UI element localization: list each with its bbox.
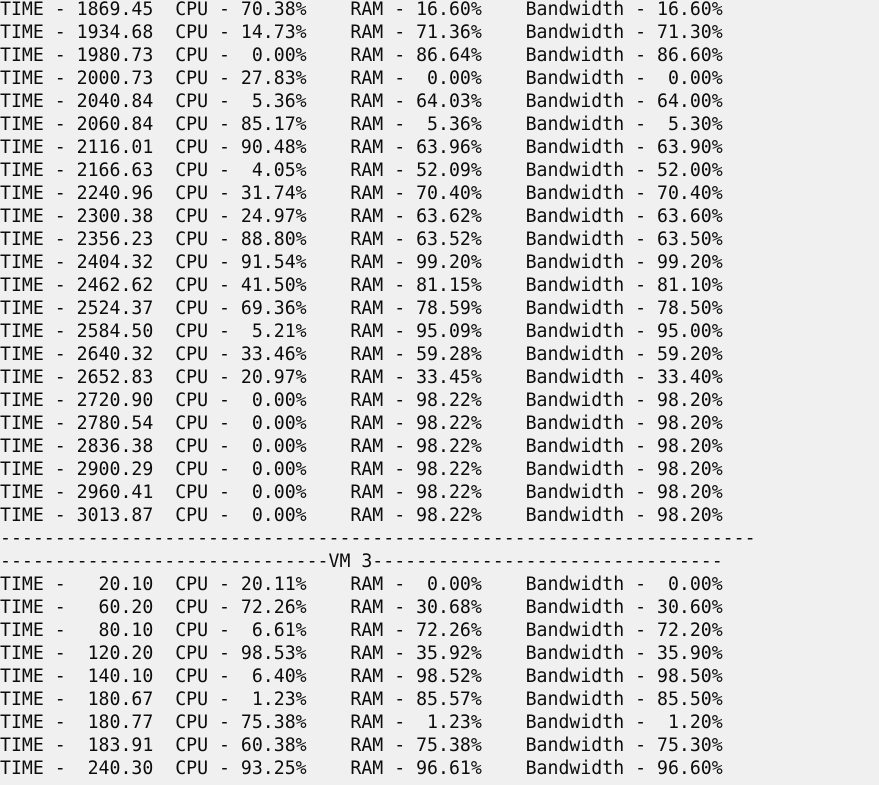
console-line: TIME - 2356.23 CPU - 88.80% RAM - 63.52%… [0, 229, 723, 250]
console-line: TIME - 20.10 CPU - 20.11% RAM - 0.00% Ba… [0, 574, 723, 595]
console-line: TIME - 1980.73 CPU - 0.00% RAM - 86.64% … [0, 45, 723, 66]
console-line: TIME - 183.91 CPU - 60.38% RAM - 75.38% … [0, 735, 723, 756]
console-line: TIME - 2300.38 CPU - 24.97% RAM - 63.62%… [0, 206, 723, 227]
console-line: TIME - 60.20 CPU - 72.26% RAM - 30.68% B… [0, 597, 723, 618]
console-line: TIME - 2240.96 CPU - 31.74% RAM - 70.40%… [0, 183, 723, 204]
console-line: TIME - 2040.84 CPU - 5.36% RAM - 64.03% … [0, 91, 723, 112]
console-line: TIME - 2000.73 CPU - 27.83% RAM - 0.00% … [0, 68, 723, 89]
console-line: TIME - 2780.54 CPU - 0.00% RAM - 98.22% … [0, 413, 723, 434]
console-line: TIME - 2524.37 CPU - 69.36% RAM - 78.59%… [0, 298, 723, 319]
console-line: ----------------------------------------… [0, 528, 756, 549]
console-line: TIME - 120.20 CPU - 98.53% RAM - 35.92% … [0, 643, 723, 664]
console-line: TIME - 2900.29 CPU - 0.00% RAM - 98.22% … [0, 459, 723, 480]
console-line: TIME - 180.77 CPU - 75.38% RAM - 1.23% B… [0, 712, 723, 733]
console-line: TIME - 140.10 CPU - 6.40% RAM - 98.52% B… [0, 666, 723, 687]
console-line: ------------------------------VM 3------… [0, 551, 723, 572]
console-line: TIME - 2652.83 CPU - 20.97% RAM - 33.45%… [0, 367, 723, 388]
console-line: TIME - 2836.38 CPU - 0.00% RAM - 98.22% … [0, 436, 723, 457]
console-text: TIME - 1869.45 CPU - 70.38% RAM - 16.60%… [0, 0, 756, 779]
console-line: TIME - 2166.63 CPU - 4.05% RAM - 52.09% … [0, 160, 723, 181]
console-line: TIME - 2060.84 CPU - 85.17% RAM - 5.36% … [0, 114, 723, 135]
console-line: TIME - 1934.68 CPU - 14.73% RAM - 71.36%… [0, 22, 723, 43]
console-line: TIME - 2116.01 CPU - 90.48% RAM - 63.96%… [0, 137, 723, 158]
console-line: TIME - 2462.62 CPU - 41.50% RAM - 81.15%… [0, 275, 723, 296]
console-line: TIME - 3013.87 CPU - 0.00% RAM - 98.22% … [0, 505, 723, 526]
console-line: TIME - 2584.50 CPU - 5.21% RAM - 95.09% … [0, 321, 723, 342]
console-line: TIME - 2404.32 CPU - 91.54% RAM - 99.20%… [0, 252, 723, 273]
console-line: TIME - 2640.32 CPU - 33.46% RAM - 59.28%… [0, 344, 723, 365]
console-line: TIME - 240.30 CPU - 93.25% RAM - 96.61% … [0, 758, 723, 779]
console-line: TIME - 1869.45 CPU - 70.38% RAM - 16.60%… [0, 0, 723, 20]
console-line: TIME - 2960.41 CPU - 0.00% RAM - 98.22% … [0, 482, 723, 503]
console-line: TIME - 180.67 CPU - 1.23% RAM - 85.57% B… [0, 689, 723, 710]
console-line: TIME - 80.10 CPU - 6.61% RAM - 72.26% Ba… [0, 620, 723, 641]
console-line: TIME - 2720.90 CPU - 0.00% RAM - 98.22% … [0, 390, 723, 411]
